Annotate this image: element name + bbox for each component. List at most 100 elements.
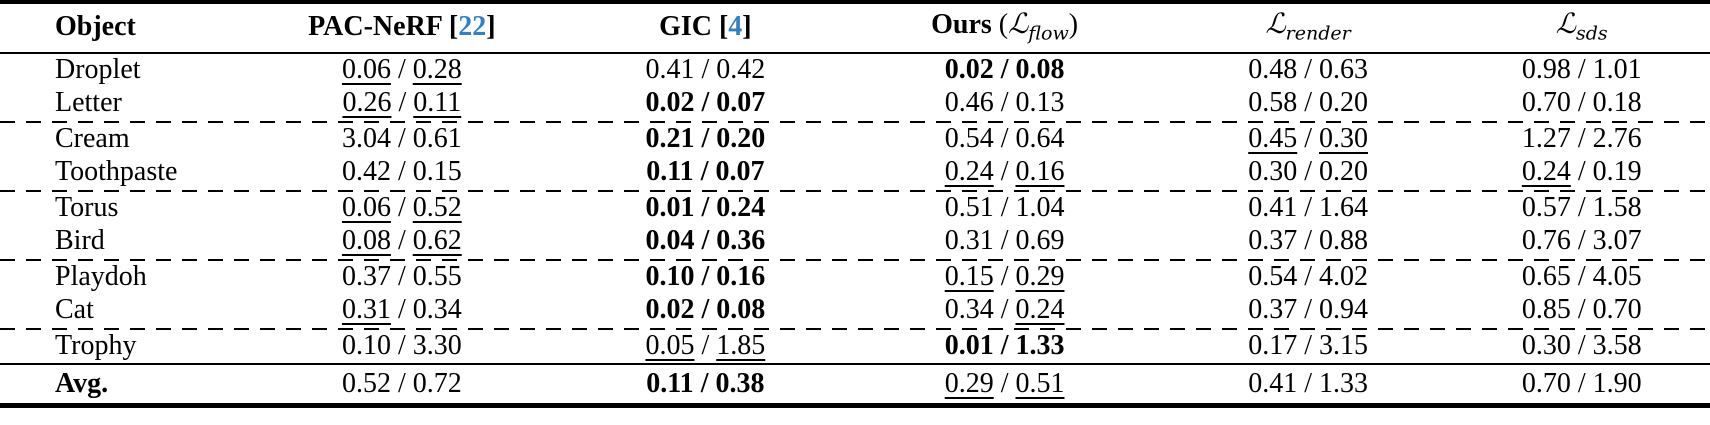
value: 0.57 [1521, 192, 1571, 224]
value: / [1570, 367, 1593, 399]
metric-cell: 0.57 / 1.58 [1453, 192, 1710, 225]
value: 0.15 [412, 156, 462, 188]
paren-close: ) [1068, 9, 1079, 41]
metric-cell: 0.42 / 0.15 [239, 156, 564, 189]
column-header-loss-render: ℒrender [1162, 2, 1454, 54]
value: 0.61 [412, 123, 462, 155]
bold-value: 0.01 [944, 330, 994, 362]
row-label: Toothpaste [55, 156, 178, 188]
metric-cell: 0.34 / 0.24 [846, 294, 1162, 327]
metric-cell: 0.15 / 0.29 [846, 261, 1162, 294]
metric-cell: 0.10 / 3.30 [239, 330, 564, 364]
value: 0.64 [1015, 123, 1065, 155]
value: / [1297, 54, 1319, 86]
metric-cell: 0.76 / 3.07 [1453, 225, 1710, 258]
value: 0.48 [1248, 54, 1298, 86]
metric-cell: 0.01 / 0.24 [564, 192, 846, 225]
value: / [1570, 261, 1593, 293]
value: 1.01 [1592, 54, 1642, 86]
value: / [1297, 156, 1319, 188]
metric-cell: 0.31 / 0.34 [239, 294, 564, 327]
value: 0.34 [944, 294, 994, 326]
value: / [390, 294, 413, 326]
underlined-value: 0.24 [944, 156, 994, 188]
bracket-close: ] [486, 10, 496, 42]
value: / [993, 87, 1016, 119]
group-separator-dashed [0, 258, 1710, 261]
value: / [390, 54, 413, 86]
bold-value: 0.21 [645, 123, 695, 155]
value: 0.54 [1248, 261, 1298, 293]
metric-cell: 0.04 / 0.36 [564, 225, 846, 258]
bold-value: 0.08 [716, 294, 766, 326]
metric-cell: 0.48 / 0.63 [1163, 53, 1454, 87]
value: 0.94 [1319, 294, 1368, 326]
column-header-gic: GIC [4] [564, 2, 847, 54]
underlined-value: 0.26 [342, 87, 392, 119]
value: / [993, 367, 1016, 399]
metric-cell: 0.26 / 0.11 [239, 87, 564, 120]
underlined-value: 0.06 [341, 54, 391, 86]
metric-cell: 0.11 / 0.07 [564, 156, 846, 189]
value: 0.19 [1592, 156, 1642, 188]
value: 0.76 [1521, 225, 1571, 257]
metric-cell: 0.06 / 0.52 [239, 192, 564, 225]
value: / [390, 367, 413, 399]
metric-cell: 0.08 / 0.62 [239, 225, 564, 258]
value: 0.30 [1248, 156, 1298, 188]
value: 4.05 [1592, 261, 1642, 293]
loss-subscript: render [1285, 22, 1351, 45]
metric-cell: 0.41 / 0.42 [564, 53, 846, 87]
loss-symbol: ℒ [1265, 7, 1286, 41]
citation-link-22[interactable]: 22 [458, 10, 487, 42]
value: / [694, 330, 717, 362]
value: 1.33 [1319, 367, 1368, 399]
value: / [993, 294, 1016, 326]
underlined-value: 0.52 [412, 192, 462, 224]
bold-value: 0.07 [716, 87, 766, 119]
value: / [391, 87, 414, 119]
loss-subscript: sds [1575, 22, 1608, 45]
value: 0.30 [1521, 330, 1571, 362]
value: / [1570, 54, 1593, 86]
bold-value: / [693, 156, 716, 188]
citation-link-4[interactable]: 4 [728, 10, 743, 42]
bold-value: / [993, 330, 1016, 362]
value: 0.63 [1319, 54, 1368, 86]
value: 0.52 [341, 367, 391, 399]
table-row: Cat 0.31 / 0.34 0.02 / 0.08 0.34 / 0.24 0.37… [0, 294, 1710, 327]
value: / [390, 192, 413, 224]
value: 0.88 [1319, 225, 1368, 257]
value: 0.42 [341, 156, 391, 188]
value: 3.04 [341, 123, 391, 155]
bold-value: / [694, 294, 717, 326]
value: 0.17 [1248, 330, 1298, 362]
value: 0.41 [1248, 192, 1298, 224]
row-label: Cream [55, 123, 130, 155]
underlined-value: 0.62 [412, 225, 462, 257]
average-row: Avg. 0.52 / 0.72 0.11 / 0.38 0.29 / 0.51 0.4… [0, 363, 1710, 406]
row-label: Bird [55, 225, 105, 257]
value: 3.15 [1319, 330, 1368, 362]
bold-value: 0.10 [645, 261, 695, 293]
bold-value: 0.04 [645, 225, 695, 257]
value: 1.27 [1521, 123, 1571, 155]
metric-cell: 0.65 / 4.05 [1453, 261, 1710, 294]
table-row: Bird 0.08 / 0.62 0.04 / 0.36 0.31 / 0.69 0.3… [0, 225, 1710, 258]
metric-cell: 0.30 / 3.58 [1453, 330, 1710, 364]
underlined-value: 0.24 [1521, 156, 1571, 188]
header-label: Object [55, 10, 136, 42]
value: 0.18 [1592, 87, 1642, 119]
value: 0.37 [1248, 294, 1298, 326]
value: 0.13 [1015, 87, 1065, 119]
metric-cell: 0.46 / 0.13 [846, 87, 1162, 120]
value: / [1297, 294, 1319, 326]
value: / [694, 54, 717, 86]
underlined-value: 0.24 [1015, 294, 1065, 326]
metric-cell: 0.70 / 1.90 [1453, 363, 1710, 406]
bold-value: / [694, 261, 717, 293]
underlined-value: 0.15 [944, 261, 994, 293]
metric-cell: 0.52 / 0.72 [239, 363, 565, 406]
value: 0.58 [1248, 87, 1298, 119]
underlined-value: 0.05 [645, 330, 695, 362]
